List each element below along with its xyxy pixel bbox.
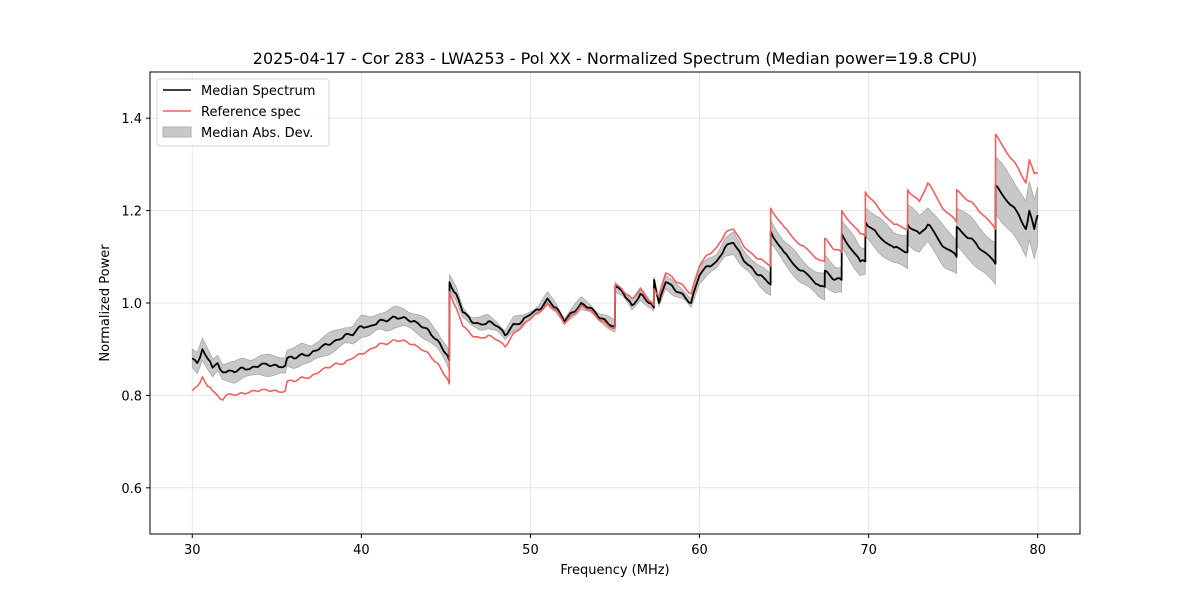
- legend-box: [156, 78, 330, 147]
- median-spectrum-line: [191, 184, 1039, 374]
- mad-band: [191, 155, 1039, 384]
- y-axis-ticks: 0.6 0.8 1.0 1.2 1.4: [121, 112, 150, 497]
- legend-label-mad-band: Median Abs. Dev.: [201, 126, 313, 141]
- series-lines-group: [191, 133, 1039, 401]
- x-tick-label: 80: [1029, 543, 1046, 558]
- chart-title: 2025-04-17 - Cor 283 - LWA253 - Pol XX -…: [253, 49, 977, 68]
- y-tick-label: 1.4: [121, 112, 142, 127]
- x-tick-label: 60: [691, 543, 708, 558]
- y-tick-label: 0.6: [121, 482, 142, 497]
- x-tick-label: 40: [353, 543, 370, 558]
- x-tick-label: 30: [184, 543, 201, 558]
- reference-spec-line: [191, 133, 1039, 401]
- x-axis-label: Frequency (MHz): [560, 563, 669, 578]
- legend-label-reference-spec: Reference spec: [201, 105, 301, 120]
- y-tick-label: 0.8: [121, 389, 142, 404]
- x-axis-ticks: 30 40 50 60 70 80: [184, 534, 1046, 558]
- y-tick-label: 1.2: [121, 205, 142, 220]
- mad-band-group: [191, 155, 1039, 384]
- legend: Median Spectrum Reference spec Median Ab…: [156, 78, 330, 147]
- x-tick-label: 50: [522, 543, 539, 558]
- x-tick-label: 70: [860, 543, 877, 558]
- y-axis-label: Normalized Power: [98, 244, 113, 362]
- legend-label-median-spectrum: Median Spectrum: [201, 84, 315, 99]
- y-tick-label: 1.0: [121, 297, 142, 312]
- legend-swatch-mad-band: [162, 126, 192, 138]
